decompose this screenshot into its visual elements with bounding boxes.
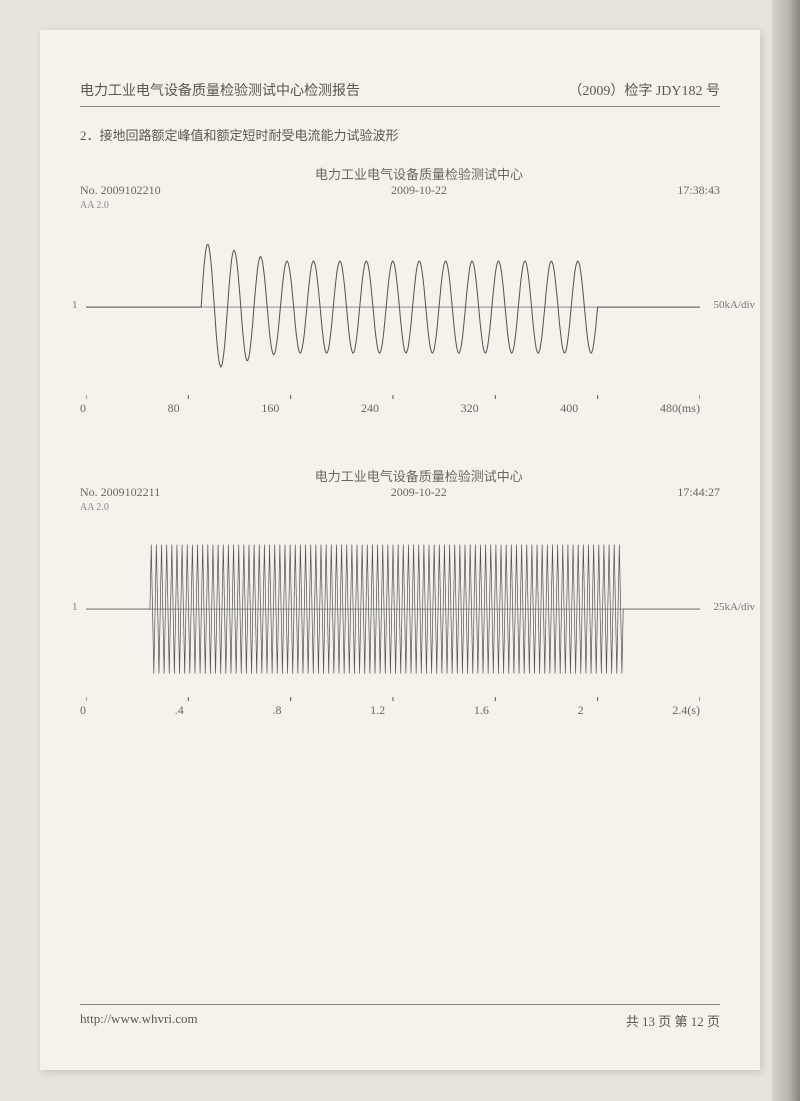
chart-2-ychannel: 1	[72, 601, 78, 613]
chart-1-body: 1 50kA/div	[80, 215, 700, 395]
chart-2-no: No. 2009102211	[80, 485, 160, 500]
chart-1-xtick: 320	[461, 401, 479, 416]
header-title: 电力工业电气设备质量检验测试中心检测报告	[80, 80, 360, 100]
chart-2-yscale: 25kA/div	[713, 601, 755, 613]
chart-2-xtick: 2.4(s)	[672, 703, 700, 718]
chart-1-header: No. 2009102210 电力工业电气设备质量检验测试中心 2009-10-…	[80, 164, 720, 198]
chart-2-header: No. 2009102211 电力工业电气设备质量检验测试中心 2009-10-…	[80, 466, 720, 500]
footer-url: http://www.whvri.com	[80, 1011, 198, 1030]
chart-1-xtick: 480(ms)	[660, 401, 700, 416]
chart-2-xtick: .8	[272, 703, 281, 718]
chart-1-cap: AA 2.0	[80, 200, 720, 211]
page: 电力工业电气设备质量检验测试中心检测报告 （2009）检字 JDY182 号 2…	[40, 30, 760, 1070]
chart-1-no: No. 2009102210	[80, 183, 161, 198]
chart-2-plot	[86, 517, 700, 701]
page-header: 电力工业电气设备质量检验测试中心检测报告 （2009）检字 JDY182 号	[80, 80, 720, 107]
chart-2-xtick: 0	[80, 703, 86, 718]
header-docnum: （2009）检字 JDY182 号	[568, 80, 720, 100]
chart-2-body: 1 25kA/div	[80, 517, 700, 697]
chart-2-xtick: 1.6	[474, 703, 489, 718]
footer-paging: 共 13 页 第 12 页	[626, 1011, 720, 1030]
chart-2-title: 电力工业电气设备质量检验测试中心	[160, 466, 677, 485]
chart-1-title: 电力工业电气设备质量检验测试中心	[161, 164, 678, 183]
chart-1-date: 2009-10-22	[161, 183, 678, 198]
chart-2-date: 2009-10-22	[160, 485, 677, 500]
chart-2-cap: AA 2.0	[80, 502, 720, 513]
chart-1-ychannel: 1	[72, 299, 78, 311]
chart-1-xtick: 0	[80, 401, 86, 416]
chart-1-xaxis: 0 80 160 240 320 400 480(ms)	[80, 401, 700, 416]
chart-1: No. 2009102210 电力工业电气设备质量检验测试中心 2009-10-…	[80, 164, 720, 416]
chart-1-xtick: 80	[168, 401, 180, 416]
book-spine	[772, 0, 800, 1101]
chart-2-time: 17:44:27	[677, 485, 720, 500]
chart-2-xaxis: 0 .4 .8 1.2 1.6 2 2.4(s)	[80, 703, 700, 718]
chart-1-time: 17:38:43	[677, 183, 720, 198]
chart-2-xtick: .4	[175, 703, 184, 718]
chart-2: No. 2009102211 电力工业电气设备质量检验测试中心 2009-10-…	[80, 466, 720, 718]
chart-2-xtick: 2	[578, 703, 584, 718]
chart-1-xtick: 160	[261, 401, 279, 416]
chart-1-plot	[86, 215, 700, 399]
chart-2-xtick: 1.2	[370, 703, 385, 718]
page-footer: http://www.whvri.com 共 13 页 第 12 页	[80, 1004, 720, 1030]
section-title: 2．接地回路额定峰值和额定短时耐受电流能力试验波形	[80, 125, 720, 144]
chart-1-yscale: 50kA/div	[713, 299, 755, 311]
chart-1-xtick: 240	[361, 401, 379, 416]
chart-1-xtick: 400	[560, 401, 578, 416]
